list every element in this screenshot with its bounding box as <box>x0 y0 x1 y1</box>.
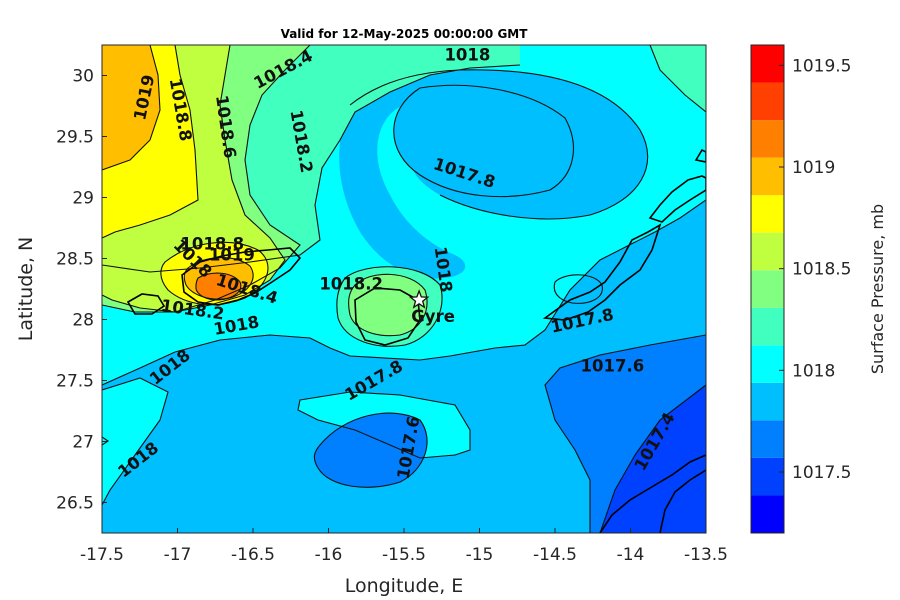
fill-level-1018.8 <box>102 45 160 170</box>
y-axis-ticks: 26.5 27 27.5 28 28.5 29 29.5 30 <box>56 67 107 514</box>
african-coastline <box>599 454 706 533</box>
isobars <box>102 45 706 533</box>
colorbar-swatch <box>751 382 784 421</box>
contour-label: 1018 <box>444 45 490 64</box>
y-tick-label: 26.5 <box>56 494 94 514</box>
fill-level-1018 <box>650 45 706 112</box>
y-tick-label: 29.5 <box>56 128 94 148</box>
y-tick-label: 30 <box>72 67 94 87</box>
colorbar-swatch <box>751 345 784 383</box>
colorbar-swatch <box>751 307 784 346</box>
colorbar-tick-label: 1019 <box>792 158 835 178</box>
island-lanzarote <box>648 175 706 223</box>
contour-label: 1018.2 <box>319 275 383 294</box>
pressure-field <box>102 45 706 533</box>
colorbar-swatch <box>751 270 784 308</box>
x-tick-label: -16.5 <box>231 545 275 565</box>
colorbar-tick-label: 1017.5 <box>792 463 851 483</box>
fill-level-1017.6 <box>339 69 648 279</box>
y-axis-label: Latitude, N <box>15 237 37 342</box>
fill-level-1017.2 <box>600 385 706 533</box>
colorbar-swatch <box>751 457 784 496</box>
fill-level-1017.8 <box>102 378 168 505</box>
x-axis-label: Longitude, E <box>345 575 464 597</box>
colorbar-tick-label: 1018 <box>792 361 835 381</box>
colorbar-swatch <box>751 82 784 121</box>
x-axis-ticks: -17.5 -17 -16.5 -16 -15.5 -15 -14.5 -14 -13.5 <box>80 528 728 565</box>
island-gran-canaria <box>354 287 421 346</box>
contour-label: 1018.8 <box>180 234 244 253</box>
site-star-marker <box>408 289 430 309</box>
colorbar-swatch <box>751 232 784 271</box>
fill-level-1017.4 <box>314 413 428 488</box>
coastlines <box>126 148 706 533</box>
y-tick-label: 29 <box>72 189 94 209</box>
x-tick-label: -17 <box>164 545 192 565</box>
site-label: Gyre <box>411 307 455 326</box>
colorbar-swatch <box>751 120 784 158</box>
colorbar-ticks: 1017.5 1018 1018.5 1019 1019.5 <box>779 56 851 483</box>
colorbar-swatch <box>751 195 784 233</box>
colorbar-swatch <box>751 420 784 458</box>
island-tenerife <box>181 247 302 306</box>
fill-level-1018.2 <box>348 274 428 336</box>
colorbar-swatch <box>751 157 784 196</box>
chart-title: Valid for 12-May-2025 00:00:00 GMT <box>281 27 529 41</box>
y-tick-label: 28 <box>72 311 94 331</box>
island-fuerteventura <box>542 223 662 321</box>
x-tick-label: -16 <box>315 545 343 565</box>
y-tick-label: 27 <box>72 433 94 453</box>
x-tick-label: -14.5 <box>533 545 577 565</box>
colorbar-frame <box>750 44 785 534</box>
y-tick-label: 27.5 <box>56 372 94 392</box>
contour-label: 1017.6 <box>581 356 645 375</box>
x-tick-label: -17.5 <box>80 545 124 565</box>
african-coastline-inland <box>659 469 706 533</box>
colorbar-swatch <box>751 45 784 83</box>
y-tick-label: 28.5 <box>56 250 94 270</box>
colorbar-tick-label: 1019.5 <box>792 56 851 76</box>
x-tick-label: -15.5 <box>382 545 426 565</box>
colorbar <box>750 44 785 534</box>
site-layer: Gyre <box>408 289 455 326</box>
colorbar-tick-label: 1018.5 <box>792 260 851 280</box>
island-la-gomera <box>126 293 166 315</box>
colorbar-label: Surface Pressure, mb <box>868 204 887 374</box>
x-tick-label: -13.5 <box>684 545 728 565</box>
island-islet <box>694 148 706 163</box>
colorbar-swatch <box>751 495 784 533</box>
x-tick-label: -14 <box>617 545 645 565</box>
x-tick-label: -15 <box>466 545 494 565</box>
contour-label: 1019 <box>209 245 255 264</box>
